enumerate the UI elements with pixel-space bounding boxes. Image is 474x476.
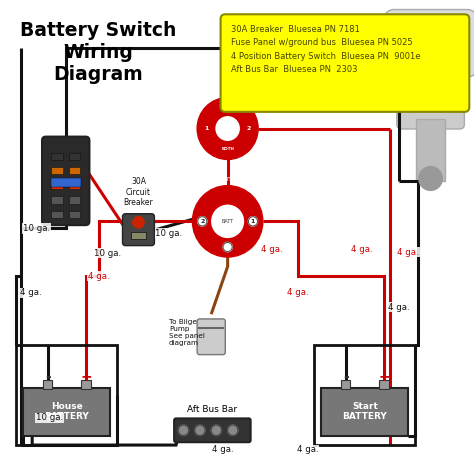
FancyBboxPatch shape [82,380,91,389]
Text: 4 ga.: 4 ga. [297,446,318,454]
FancyBboxPatch shape [341,380,350,389]
FancyBboxPatch shape [51,182,63,189]
Text: OFF: OFF [222,107,233,112]
FancyBboxPatch shape [69,182,80,189]
FancyBboxPatch shape [24,388,110,436]
Circle shape [228,425,238,436]
Text: BOTH: BOTH [221,147,234,150]
Text: 4 ga.: 4 ga. [398,248,419,257]
Circle shape [248,217,257,226]
FancyBboxPatch shape [69,196,80,204]
FancyBboxPatch shape [122,214,155,246]
FancyBboxPatch shape [197,319,225,355]
FancyBboxPatch shape [397,58,465,129]
Text: -: - [343,370,349,385]
Text: 4 ga.: 4 ga. [351,246,372,254]
Text: 1: 1 [251,219,255,224]
FancyBboxPatch shape [69,211,80,218]
Circle shape [178,425,189,436]
FancyBboxPatch shape [51,196,63,204]
Circle shape [419,167,442,190]
Text: +: + [80,370,92,385]
FancyBboxPatch shape [321,388,408,436]
Text: 30A
Circuit
Breaker: 30A Circuit Breaker [124,177,153,207]
Text: 10 ga.: 10 ga. [23,224,50,233]
Circle shape [223,242,232,252]
FancyBboxPatch shape [43,380,53,389]
Text: 30A Breaker  Bluesea PN 7181
Fuse Panel w/ground bus  Bluesea PN 5025
4 Position: 30A Breaker Bluesea PN 7181 Fuse Panel w… [231,25,420,74]
FancyBboxPatch shape [174,418,251,442]
Text: +: + [378,370,390,385]
FancyBboxPatch shape [69,152,80,160]
FancyBboxPatch shape [131,232,146,239]
FancyBboxPatch shape [51,167,63,174]
Circle shape [212,205,244,238]
Text: 2: 2 [246,126,251,131]
Circle shape [211,425,221,436]
Text: 4 ga.: 4 ga. [20,288,41,297]
Circle shape [195,425,205,436]
Circle shape [216,117,239,140]
FancyBboxPatch shape [42,137,90,225]
Circle shape [197,98,258,159]
Circle shape [198,217,207,226]
FancyBboxPatch shape [379,380,389,389]
Text: 4 ga.: 4 ga. [388,303,410,311]
Text: 1: 1 [205,126,209,131]
Text: Common: Common [212,176,243,182]
Text: 4 ga.: 4 ga. [287,288,309,297]
FancyBboxPatch shape [51,152,63,160]
Text: -: - [45,370,51,385]
Text: 10 ga.: 10 ga. [94,249,121,258]
FancyBboxPatch shape [220,14,469,112]
Text: 4 ga.: 4 ga. [212,446,234,454]
Text: 2: 2 [200,219,204,224]
Text: BATT: BATT [221,219,234,224]
Text: 4 ga.: 4 ga. [261,246,283,254]
FancyBboxPatch shape [51,178,81,187]
Text: 10 ga.: 10 ga. [155,229,182,238]
FancyBboxPatch shape [385,10,474,77]
FancyBboxPatch shape [416,119,445,181]
Text: 4 ga.: 4 ga. [88,272,109,280]
Text: 10 ga.: 10 ga. [36,414,63,422]
Circle shape [192,186,263,257]
FancyBboxPatch shape [51,211,63,218]
Circle shape [133,217,144,228]
Text: To Bilge
Pump
See panel
diagram: To Bilge Pump See panel diagram [169,319,205,346]
Text: Start
BATTERY: Start BATTERY [343,402,387,421]
Text: Battery Switch
Wiring
Diagram: Battery Switch Wiring Diagram [20,21,177,84]
FancyBboxPatch shape [69,167,80,174]
Text: House
BATTERY: House BATTERY [45,402,89,421]
Text: Aft Bus Bar: Aft Bus Bar [187,406,237,414]
